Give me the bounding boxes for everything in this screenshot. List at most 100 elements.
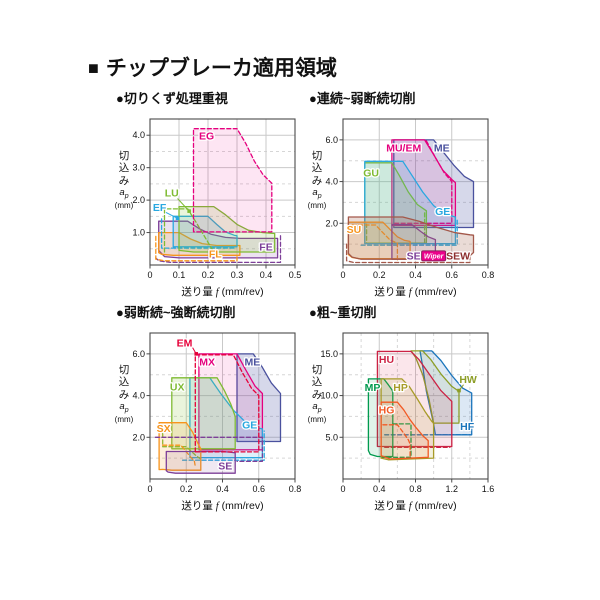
region-label-ME: ME — [245, 356, 261, 368]
region-label-GE: GE — [242, 419, 257, 431]
page-title-text: チップブレーカ適用領域 — [105, 57, 337, 80]
x-tick-label: 0.8 — [482, 270, 495, 280]
region-SX — [158, 422, 202, 471]
x-axis-title: 送り量 f (mm/rev) — [181, 500, 264, 512]
y-axis-char: み — [311, 388, 323, 401]
region-HW — [410, 350, 460, 424]
region-SEW-dashed — [345, 243, 471, 264]
x-tick-label: 0.8 — [289, 484, 302, 494]
chart-continuous-cutting: ●連続~弱断続切削 切 込 み ap (mm) 0 0.2 0.4 0.6 0.8 2.0… — [305, 88, 510, 306]
region-UX-dashed — [162, 426, 202, 460]
x-tick-label: 0.8 — [409, 484, 422, 494]
chart-heavy-cutting: ●粗~重切削 切 込 み ap (mm) 0 0.4 0.8 1.2 1.6 5.0 10.… — [305, 302, 510, 520]
chart-plot-area: 0 0.2 0.4 0.6 0.8 2.0 4.0 6.0 GU MU/EM ME GE SU SE SEW… — [325, 118, 495, 280]
y-axis-title: 切 込 み ap (mm) — [112, 150, 136, 212]
region-LU — [178, 205, 276, 253]
chart-plot-area: 0 0.4 0.8 1.2 1.6 5.0 10.0 15.0 HU MP HP HG HW HF — [320, 332, 495, 494]
x-tick-label: 0.6 — [445, 270, 458, 280]
x-axis-title: 送り量 f (mm/rev) — [374, 286, 457, 298]
chart-subtitle: ●連続~弱断続切削 — [309, 91, 416, 106]
chart-interrupted-cutting: ●弱断続~強断続切削 切 込 み ap (mm) 0 0.2 0.4 0.6 0.8 2.… — [112, 302, 317, 520]
region-label-SU: SU — [347, 224, 362, 236]
y-axis-char: 切 — [311, 150, 323, 162]
region-label-LU: LU — [165, 187, 179, 199]
x-tick-label: 0.2 — [373, 270, 386, 280]
region-label-MU/EM: MU/EM — [386, 142, 421, 154]
region-label-SEW: SEW — [446, 250, 470, 262]
y-axis-unit: (mm) — [114, 415, 134, 425]
region-FE-dashed — [155, 235, 282, 264]
region-label-GU: GU — [363, 167, 379, 179]
y-axis-char: 込 — [118, 376, 130, 389]
y-axis-char: 切 — [118, 150, 130, 162]
x-tick-label: 0.4 — [373, 484, 386, 494]
region-label-EM: EM — [177, 338, 193, 350]
x-tick-label: 1.6 — [482, 484, 495, 494]
region-EG — [192, 128, 273, 233]
chart-plot-area: 0 0.1 0.2 0.3 0.4 0.5 1.0 2.0 3.0 4.0 EG LU EF FL FE — [132, 118, 302, 280]
region-MP-dashed — [380, 423, 412, 458]
x-tick-label: 0 — [147, 270, 152, 280]
y-axis-title: 切 込 み ap (mm) — [305, 364, 329, 426]
y-axis-symbol: ap — [119, 401, 129, 415]
x-tick-label: 0.4 — [409, 270, 422, 280]
region-label-HG: HG — [379, 404, 395, 416]
region-label-EG: EG — [199, 130, 214, 142]
region-UX — [171, 377, 236, 450]
region-MU/EM-dashed — [393, 140, 453, 224]
region-label-UX: UX — [170, 381, 185, 393]
region-EF-dashed — [160, 218, 235, 249]
x-tick-label: 0.5 — [289, 270, 302, 280]
y-axis-char: 切 — [311, 364, 323, 376]
y-axis-char: み — [118, 174, 130, 187]
region-SE-dashed — [154, 436, 264, 462]
x-tick-label: 0 — [340, 270, 345, 280]
region-FL-dashed — [155, 235, 238, 262]
region-label-SE: SE — [218, 461, 232, 473]
region-label-MP: MP — [365, 382, 381, 394]
region-LU-dashed — [163, 208, 215, 253]
x-tick-label: 0.2 — [180, 484, 193, 494]
region-GE — [364, 160, 457, 245]
region-GE-dashed — [360, 217, 458, 246]
region-label-HF: HF — [460, 421, 475, 433]
x-tick-label: 0.3 — [231, 270, 244, 280]
x-tick-label: 0.6 — [252, 484, 265, 494]
y-axis-symbol: ap — [312, 401, 322, 415]
y-axis-char: み — [118, 388, 130, 401]
y-axis-symbol: ap — [312, 187, 322, 201]
region-SX-dashed — [162, 444, 196, 468]
x-axis-title: 送り量 f (mm/rev) — [181, 286, 264, 298]
y-axis-char: 込 — [118, 162, 130, 175]
chart-plot-area: 0 0.2 0.4 0.6 0.8 2.0 4.0 6.0 EM MX ME UX GE SX SE — [132, 332, 302, 494]
y-tick-label: 2.0 — [325, 218, 338, 228]
y-axis-char: み — [311, 174, 323, 187]
region-label-HW: HW — [459, 374, 477, 386]
region-GE-dashed — [181, 430, 265, 461]
x-tick-label: 0 — [340, 484, 345, 494]
region-label-EF: EF — [153, 202, 167, 214]
region-label-MX: MX — [199, 356, 215, 368]
y-axis-title: 切 込 み ap (mm) — [112, 364, 136, 426]
y-axis-char: 込 — [311, 162, 323, 175]
title-square-marker: ■ — [88, 58, 99, 78]
x-tick-label: 0.4 — [260, 270, 273, 280]
y-axis-char: 切 — [118, 364, 130, 376]
y-axis-unit: (mm) — [114, 201, 134, 211]
region-HP — [380, 378, 435, 461]
region-label-SE: SE — [407, 250, 421, 262]
y-tick-label: 4.0 — [132, 391, 145, 401]
region-label-GE: GE — [435, 206, 450, 218]
x-tick-label: 0.2 — [202, 270, 215, 280]
y-tick-label: 6.0 — [132, 349, 145, 359]
x-tick-label: 1.2 — [445, 484, 458, 494]
region-HG-dashed — [382, 424, 411, 459]
region-SEW — [347, 216, 475, 260]
region-SE — [165, 450, 236, 474]
region-label-ME: ME — [434, 142, 450, 154]
chart-chip-control: ●切りくず処理重視 切 込 み ap (mm) 0 0.1 0.2 0.3 0.4 0.5… — [112, 88, 317, 306]
x-tick-label: 0 — [147, 484, 152, 494]
x-tick-label: 0.4 — [216, 484, 229, 494]
region-label-SX: SX — [157, 423, 171, 435]
